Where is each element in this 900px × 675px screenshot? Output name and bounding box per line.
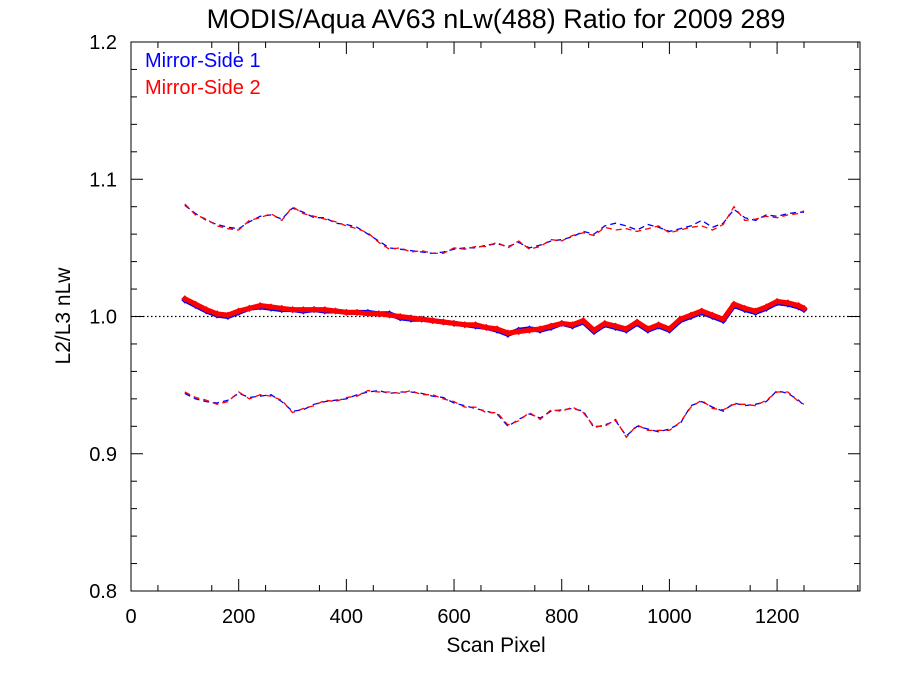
data-point	[364, 310, 372, 318]
axis-ticks	[130, 41, 860, 592]
data-point	[676, 315, 684, 323]
data-point	[515, 328, 523, 336]
data-point	[655, 321, 663, 329]
legend-item-mirror-side-1: Mirror-Side 1	[145, 50, 261, 72]
data-point	[299, 306, 307, 314]
data-point	[439, 318, 447, 326]
x-axis-label: Scan Pixel	[446, 634, 545, 657]
x-tick-label: 800	[545, 606, 578, 628]
data-point	[525, 326, 533, 334]
data-point	[644, 325, 652, 333]
data-point	[278, 304, 286, 312]
data-point	[256, 301, 264, 310]
legend: Mirror-Side 1 Mirror-Side 2	[145, 50, 261, 99]
data-point	[568, 321, 577, 329]
x-tick-label: 600	[437, 606, 470, 628]
data-point	[547, 322, 555, 330]
data-point	[800, 304, 808, 312]
y-tick-label: 1.2	[89, 32, 117, 54]
data-point	[698, 307, 706, 315]
y-tick-labels: 0.8 0.9 1.0 1.1 1.2	[89, 32, 117, 603]
data-point	[450, 319, 458, 327]
data-point	[558, 319, 566, 327]
y-tick-label: 1.0	[89, 307, 117, 329]
data-point	[213, 310, 221, 318]
data-point	[321, 306, 329, 314]
data-point	[342, 308, 350, 316]
data-point	[708, 311, 716, 319]
x-tick-label: 1200	[755, 606, 800, 628]
data-point	[622, 325, 630, 333]
data-point	[428, 317, 437, 325]
data-point	[461, 321, 469, 329]
x-tick-label: 1000	[647, 606, 692, 628]
data-point	[773, 297, 781, 305]
legend-item-mirror-side-2: Mirror-Side 2	[145, 77, 261, 99]
data-point	[224, 311, 232, 319]
data-point	[245, 304, 253, 312]
data-point	[353, 308, 361, 316]
data-point	[472, 321, 480, 329]
data-point	[418, 315, 426, 323]
data-point	[504, 329, 512, 337]
data-point	[482, 323, 490, 332]
series-layer	[181, 203, 808, 439]
data-point	[385, 311, 393, 319]
envelope-line-5	[184, 389, 805, 439]
y-tick-label: 1.1	[89, 169, 117, 191]
x-tick-label: 200	[222, 606, 255, 628]
data-point	[687, 311, 695, 319]
data-point	[719, 315, 727, 323]
data-point	[730, 300, 738, 308]
data-point	[375, 310, 383, 318]
data-point	[493, 325, 501, 333]
data-point	[267, 303, 275, 311]
y-tick-label: 0.9	[89, 444, 117, 466]
chart-title: MODIS/Aqua AV63 nLw(488) Ratio for 2009 …	[207, 4, 786, 34]
envelope-line-3	[184, 203, 805, 255]
x-tick-label: 400	[330, 606, 363, 628]
data-point	[795, 301, 803, 310]
y-axis-label: L2/L3 nLw	[52, 267, 75, 365]
data-point	[601, 319, 609, 327]
plot-area	[130, 41, 861, 592]
y-tick-label: 0.8	[89, 581, 117, 603]
x-tick-labels: 0 200 400 600 800 1000 1200	[125, 606, 799, 628]
x-tick-label: 0	[125, 606, 136, 628]
data-point	[235, 307, 243, 315]
data-point	[310, 306, 318, 314]
envelope-line-2	[184, 204, 804, 255]
